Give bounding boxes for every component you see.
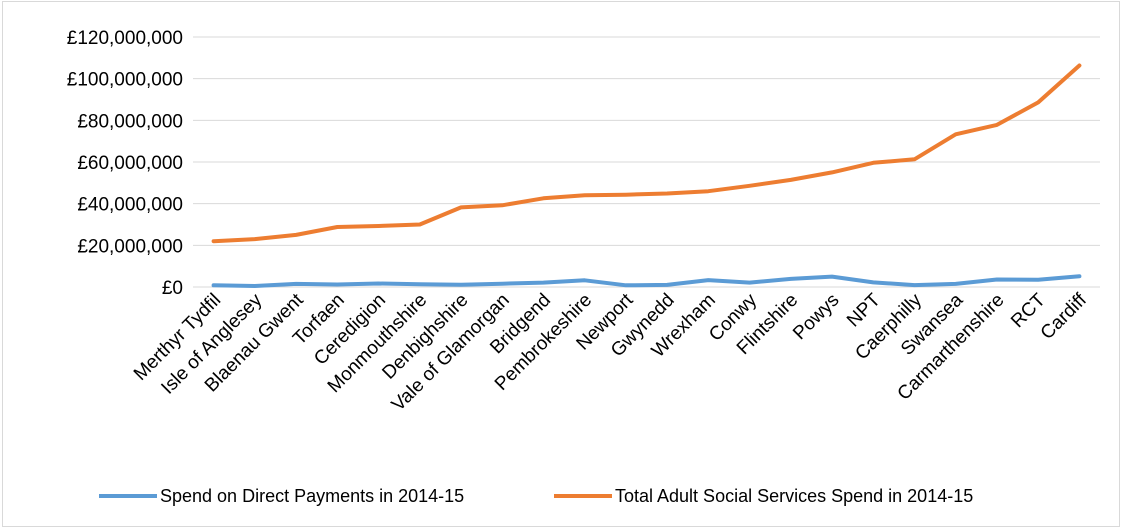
y-tick-label: £0 <box>162 278 183 299</box>
gridlines <box>193 36 1100 288</box>
series-line-1 <box>211 274 1082 288</box>
series-lines <box>211 63 1082 288</box>
y-tick-label: £120,000,000 <box>67 28 183 49</box>
legend-label: Total Adult Social Services Spend in 201… <box>615 486 973 506</box>
y-tick-label: £20,000,000 <box>77 236 183 257</box>
y-tick-label: £40,000,000 <box>77 195 183 216</box>
y-tick-label: £80,000,000 <box>77 111 183 132</box>
y-tick-label: £100,000,000 <box>67 70 183 91</box>
y-tick-label: £60,000,000 <box>77 153 183 174</box>
legend-label: Spend on Direct Payments in 2014-15 <box>160 486 464 506</box>
y-axis-tick-labels: £0 £20,000,000 £40,000,000 £60,000,000 £80,0… <box>67 28 183 299</box>
legend: Spend on Direct Payments in 2014-15 Total… <box>99 486 973 506</box>
x-tick-label: Powys <box>789 290 843 344</box>
series-line-2 <box>211 63 1082 244</box>
x-tick-label: Cardiff <box>1037 289 1092 344</box>
